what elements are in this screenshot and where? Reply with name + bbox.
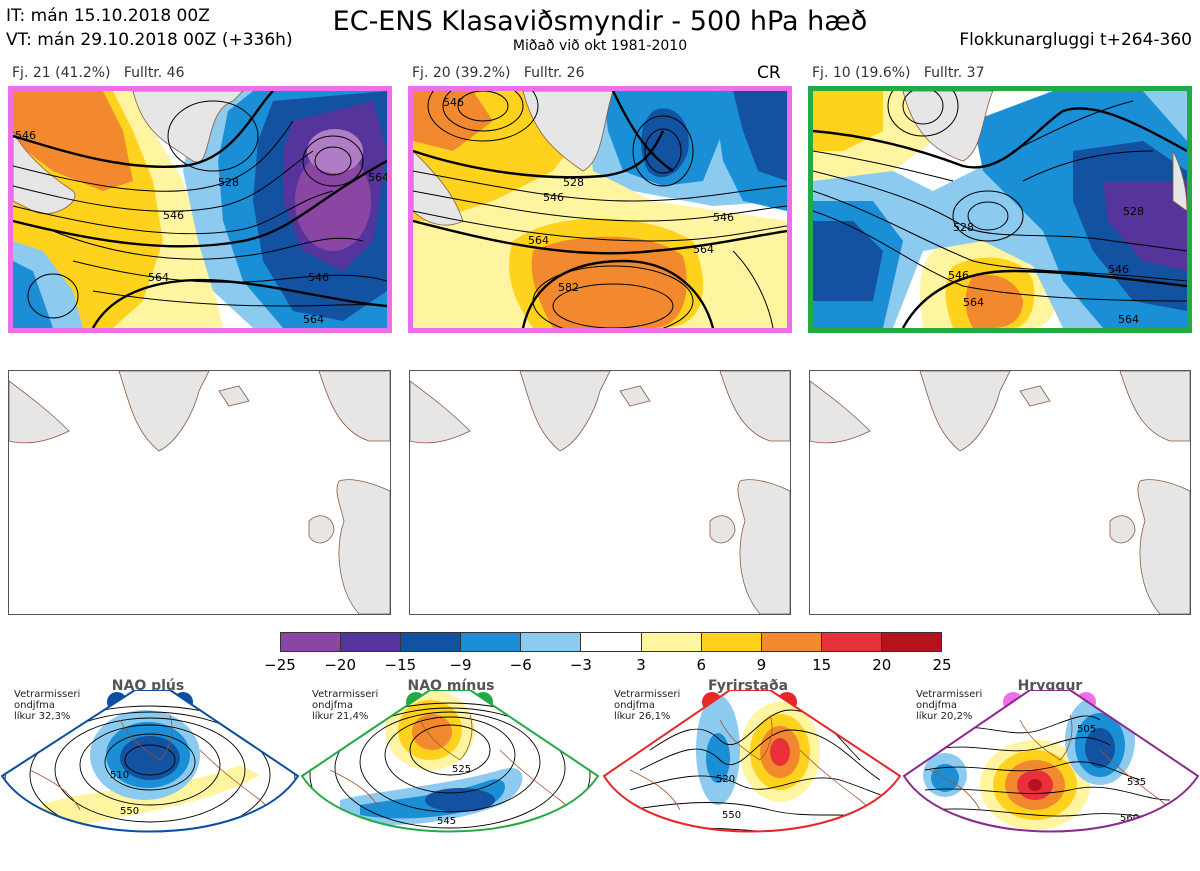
colorbar-tick-label: 6 [696,656,707,674]
regime-1-note: Vetrarmisseri ondjfma líkur 32,3% [14,689,80,722]
panel-2-representative: Fulltr. 26 [523,65,585,81]
colorbar-swatch [341,633,402,651]
colorbar-swatch [761,633,822,651]
colorbar-tick-label: −20 [324,656,356,674]
regime-map-4: 505 535 560 [904,690,1198,832]
colorbar-tick-label: −25 [264,656,296,674]
regime-3-note: Vetrarmisseri ondjfma líkur 26,1% [614,689,680,722]
contour-label: 550 [120,806,139,817]
note-line: ondjfma [614,700,655,711]
colorbar-tick-label: −3 [569,656,592,674]
contour-label: 510 [110,770,129,781]
contour-label: 546 [163,209,184,222]
contour-label: 546 [1108,263,1129,276]
regime-maps: 510 550 525 545 565 [0,690,1200,861]
page-subtitle: Miðað við okt 1981-2010 [512,38,688,54]
contour-label: 564 [303,313,324,326]
colorbar-swatch [521,633,582,651]
contour-label: 546 [713,211,734,224]
contour-label: 564 [368,171,387,184]
colorbar-tick-label: −15 [384,656,417,674]
note-line: ondjfma [312,700,353,711]
regime-map-2: 525 545 565 [302,690,598,861]
contour-label: 528 [1123,205,1144,218]
contour-label: 520 [716,774,735,785]
empty-map-2 [409,370,791,615]
colorbar-swatch [821,633,882,651]
cluster-map-2: 546 528 546 546 564 564 582 [408,86,792,333]
contour-label: 546 [15,129,36,142]
empty-map-1 [8,370,391,615]
contour-label: 564 [148,271,169,284]
colorbar-swatch [461,633,522,651]
note-line: Vetrarmisseri [14,689,81,700]
contour-label: 550 [722,810,741,821]
panel-2-label: Fj. 20 (39.2%) [412,65,511,81]
contour-label: 564 [528,234,549,247]
empty-map-3 [809,370,1191,615]
contour-label: 564 [963,296,984,309]
contour-label: 564 [693,243,714,256]
colorbar-swatch [281,633,342,651]
regime-map-1: 510 550 [2,690,298,832]
note-line: líkur 32,3% [14,711,71,722]
panel-3-representative: Fulltr. 37 [923,65,985,81]
note-line: ondjfma [916,700,957,711]
contour-label: 528 [953,221,974,234]
panel-3-label: Fj. 10 (19.6%) [812,65,911,81]
regime-2-note: Vetrarmisseri ondjfma líkur 21,4% [312,689,378,722]
note-line: líkur 20,2% [916,711,973,722]
cluster-map-1: 546 528 546 564 564 546 564 [8,86,392,333]
contour-label: 582 [558,281,579,294]
colorbar-tick-label: −9 [449,656,472,674]
note-line: líkur 26,1% [614,711,671,722]
colorbar-swatch [401,633,462,651]
note-line: Vetrarmisseri [614,689,681,700]
regime-4-note: Vetrarmisseri ondjfma líkur 20,2% [916,689,982,722]
panel-2-title: Fj. 20 (39.2%) Fulltr. 26 [412,65,585,81]
init-time: IT: mán 15.10.2018 00Z [6,6,210,26]
note-line: líkur 21,4% [312,711,369,722]
colorbar [280,632,942,652]
valid-time: VT: mán 29.10.2018 00Z (+336h) [6,30,293,50]
panel-1-label: Fj. 21 (41.2%) [12,65,111,81]
note-line: ondjfma [14,700,55,711]
colorbar-tick-label: 20 [872,656,892,674]
contour-label: 546 [948,269,969,282]
panel-1-title: Fj. 21 (41.2%) Fulltr. 46 [12,65,185,81]
colorbar-swatch [581,633,642,651]
note-line: Vetrarmisseri [916,689,983,700]
panel-1-representative: Fulltr. 46 [123,65,185,81]
colorbar-tick-label: 9 [756,656,767,674]
contour-label: 560 [1120,813,1139,824]
colorbar-tick-label: 25 [932,656,952,674]
header-info: IT: mán 15.10.2018 00Z VT: mán 29.10.201… [6,4,293,52]
contour-label: 528 [563,176,584,189]
contour-label: 560 [735,833,754,844]
regime-map-3: 520 550 560 [604,690,900,844]
contour-label: 546 [443,96,464,109]
contour-label: 525 [452,764,471,775]
classification-window: Flokkunargluggi t+264-360 [959,30,1192,50]
contour-label: 565 [447,850,466,861]
colorbar-tick-label: 3 [636,656,646,674]
panel-3-title: Fj. 10 (19.6%) Fulltr. 37 [812,65,985,81]
colorbar-tick-label: 15 [812,656,832,674]
contour-label: 546 [543,191,564,204]
note-line: Vetrarmisseri [312,689,379,700]
contour-label: 546 [308,271,329,284]
contour-label: 545 [437,816,456,827]
colorbar-swatch [881,633,942,651]
contour-label: 564 [1118,313,1139,326]
colorbar-tick-label: −6 [509,656,532,674]
contour-label: 528 [218,176,239,189]
colorbar-swatch [641,633,702,651]
contour-label: 535 [1127,777,1146,788]
contour-label: 505 [1077,724,1096,735]
page-title: EC-ENS Klasaviðsmyndir - 500 hPa hæð [332,6,868,37]
colorbar-swatch [701,633,762,651]
panel-2-badge: CR [757,63,781,83]
cluster-map-3: 528 546 528 546 564 564 [808,86,1192,333]
